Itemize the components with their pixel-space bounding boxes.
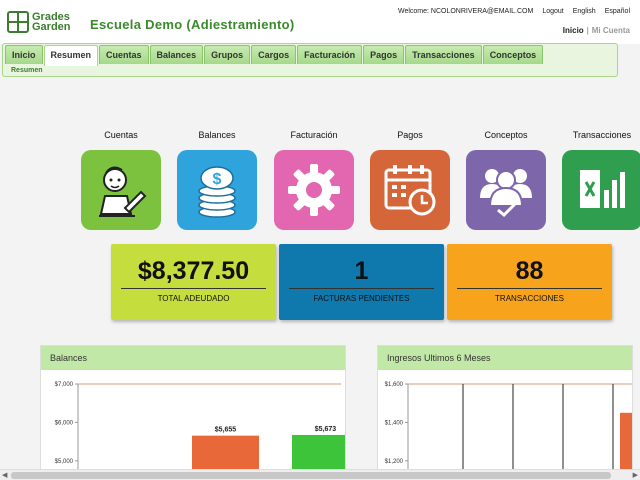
stat-caption: TRANSACCIONES — [495, 294, 564, 303]
tab-balances[interactable]: Balances — [149, 45, 204, 64]
logo-icon — [7, 11, 29, 33]
balances-chart: $7,000 $6,000 $5,000 $5,655 $5,673 — [55, 382, 345, 480]
panel-title: Ingresos Ultimos 6 Meses — [378, 346, 632, 370]
shortcut-conceptos[interactable]: Conceptos — [461, 128, 551, 230]
student-writing-icon[interactable] — [81, 150, 161, 230]
tab-cargos[interactable]: Cargos — [251, 45, 297, 64]
account-links: Inicio | Mi Cuenta — [563, 26, 630, 35]
stat-facturas-pendientes[interactable]: 1 FACTURAS PENDIENTES — [279, 244, 444, 320]
mi-cuenta-link[interactable]: Mi Cuenta — [591, 26, 630, 35]
tab-resumen[interactable]: Resumen — [43, 45, 99, 66]
inicio-link[interactable]: Inicio — [562, 26, 584, 35]
quick-access-icons: Cuentas Balances $ — [0, 128, 640, 234]
shortcut-facturacion[interactable]: Facturación — [269, 128, 359, 230]
espanol-link[interactable]: Español — [604, 8, 630, 15]
grades-garden-logo[interactable]: Grades Garden — [7, 11, 71, 33]
english-link[interactable]: English — [572, 8, 596, 15]
tab-transacciones[interactable]: Transacciones — [405, 45, 482, 64]
scroll-right-icon[interactable]: ▶ — [632, 472, 638, 479]
tab-facturacion[interactable]: Facturación — [297, 45, 363, 64]
calendar-clock-icon[interactable] — [370, 150, 450, 230]
stat-transacciones[interactable]: 88 TRANSACCIONES — [447, 244, 612, 320]
y-tick-label: $1,400 — [385, 420, 404, 426]
shortcut-label: Facturación — [290, 130, 338, 140]
y-tick-label: $5,000 — [55, 459, 74, 465]
stat-caption: TOTAL ADEUDADO — [157, 294, 230, 303]
ingresos-chart: $1,600 $1,400 $1,200 — [385, 382, 632, 480]
tab-inicio[interactable]: Inicio — [5, 45, 43, 64]
tab-conceptos[interactable]: Conceptos — [482, 45, 544, 64]
y-tick-label: $6,000 — [55, 420, 74, 426]
stat-value: 1 — [354, 257, 369, 285]
stat-divider — [457, 288, 602, 289]
bar — [620, 412, 632, 480]
scroll-left-icon[interactable]: ◀ — [2, 472, 8, 479]
balances-panel: Balances $7,000 $6,000 $5,000 $5,655 $5,673 — [40, 345, 346, 480]
stat-caption: FACTURAS PENDIENTES — [313, 294, 410, 303]
stat-divider — [121, 288, 266, 289]
shortcut-label: Transacciones — [572, 130, 632, 140]
nav-tabs: Inicio Resumen Cuentas Balances Grupos C… — [5, 45, 544, 66]
tab-pagos[interactable]: Pagos — [363, 45, 405, 64]
main-nav: Inicio Resumen Cuentas Balances Grupos C… — [2, 43, 618, 77]
shortcut-balances[interactable]: Balances $ — [172, 128, 262, 230]
stat-divider — [289, 288, 434, 289]
y-tick-label: $1,600 — [385, 382, 404, 388]
top-links: Welcome: NCOLONRIVERA@EMAIL.COM Logout E… — [398, 8, 630, 15]
stat-total-adeudado[interactable]: $8,377.50 TOTAL ADEUDADO — [111, 244, 276, 320]
shortcut-label: Pagos — [397, 130, 423, 140]
welcome-text: Welcome: NCOLONRIVERA@EMAIL.COM — [397, 8, 534, 15]
panel-title: Balances — [41, 346, 345, 370]
logout-link[interactable]: Logout — [542, 8, 564, 15]
scrollbar-thumb[interactable] — [11, 472, 611, 479]
logo-line1: Grades — [32, 11, 70, 23]
stat-value: 88 — [515, 257, 544, 285]
shortcut-label: Balances — [198, 130, 236, 140]
separator: | — [586, 26, 589, 35]
header: Grades Garden Escuela Demo (Adiestramien… — [0, 0, 640, 44]
svg-text:$: $ — [213, 171, 222, 188]
y-tick-label: $7,000 — [55, 382, 74, 388]
logo-line2: Garden — [32, 21, 71, 33]
stat-value: $8,377.50 — [137, 257, 250, 285]
gear-icon[interactable] — [274, 150, 354, 230]
subtab-resumen[interactable]: Resumen — [11, 67, 43, 74]
shortcut-label: Cuentas — [104, 130, 138, 140]
logo-text: Grades Garden — [32, 11, 71, 33]
horizontal-scrollbar[interactable]: ◀ ▶ — [0, 469, 640, 480]
tab-grupos[interactable]: Grupos — [204, 45, 251, 64]
bar-value-label: $5,655 — [215, 427, 237, 434]
shortcut-label: Conceptos — [484, 130, 528, 140]
y-tick-label: $1,200 — [385, 459, 404, 465]
shortcut-transacciones[interactable]: Transacciones — [557, 128, 640, 230]
ingresos-panel: Ingresos Ultimos 6 Meses $1,600 $1,400 $1,… — [377, 345, 633, 480]
shortcut-pagos[interactable]: Pagos — [365, 128, 455, 230]
coin-stack-icon[interactable]: $ — [177, 150, 257, 230]
bar-value-label: $5,673 — [315, 426, 337, 433]
users-group-icon[interactable] — [466, 150, 546, 230]
tab-cuentas[interactable]: Cuentas — [99, 45, 149, 64]
school-name: Escuela Demo (Adiestramiento) — [90, 17, 295, 32]
shortcut-cuentas[interactable]: Cuentas — [76, 128, 166, 230]
bar-chart-icon[interactable] — [562, 150, 640, 230]
